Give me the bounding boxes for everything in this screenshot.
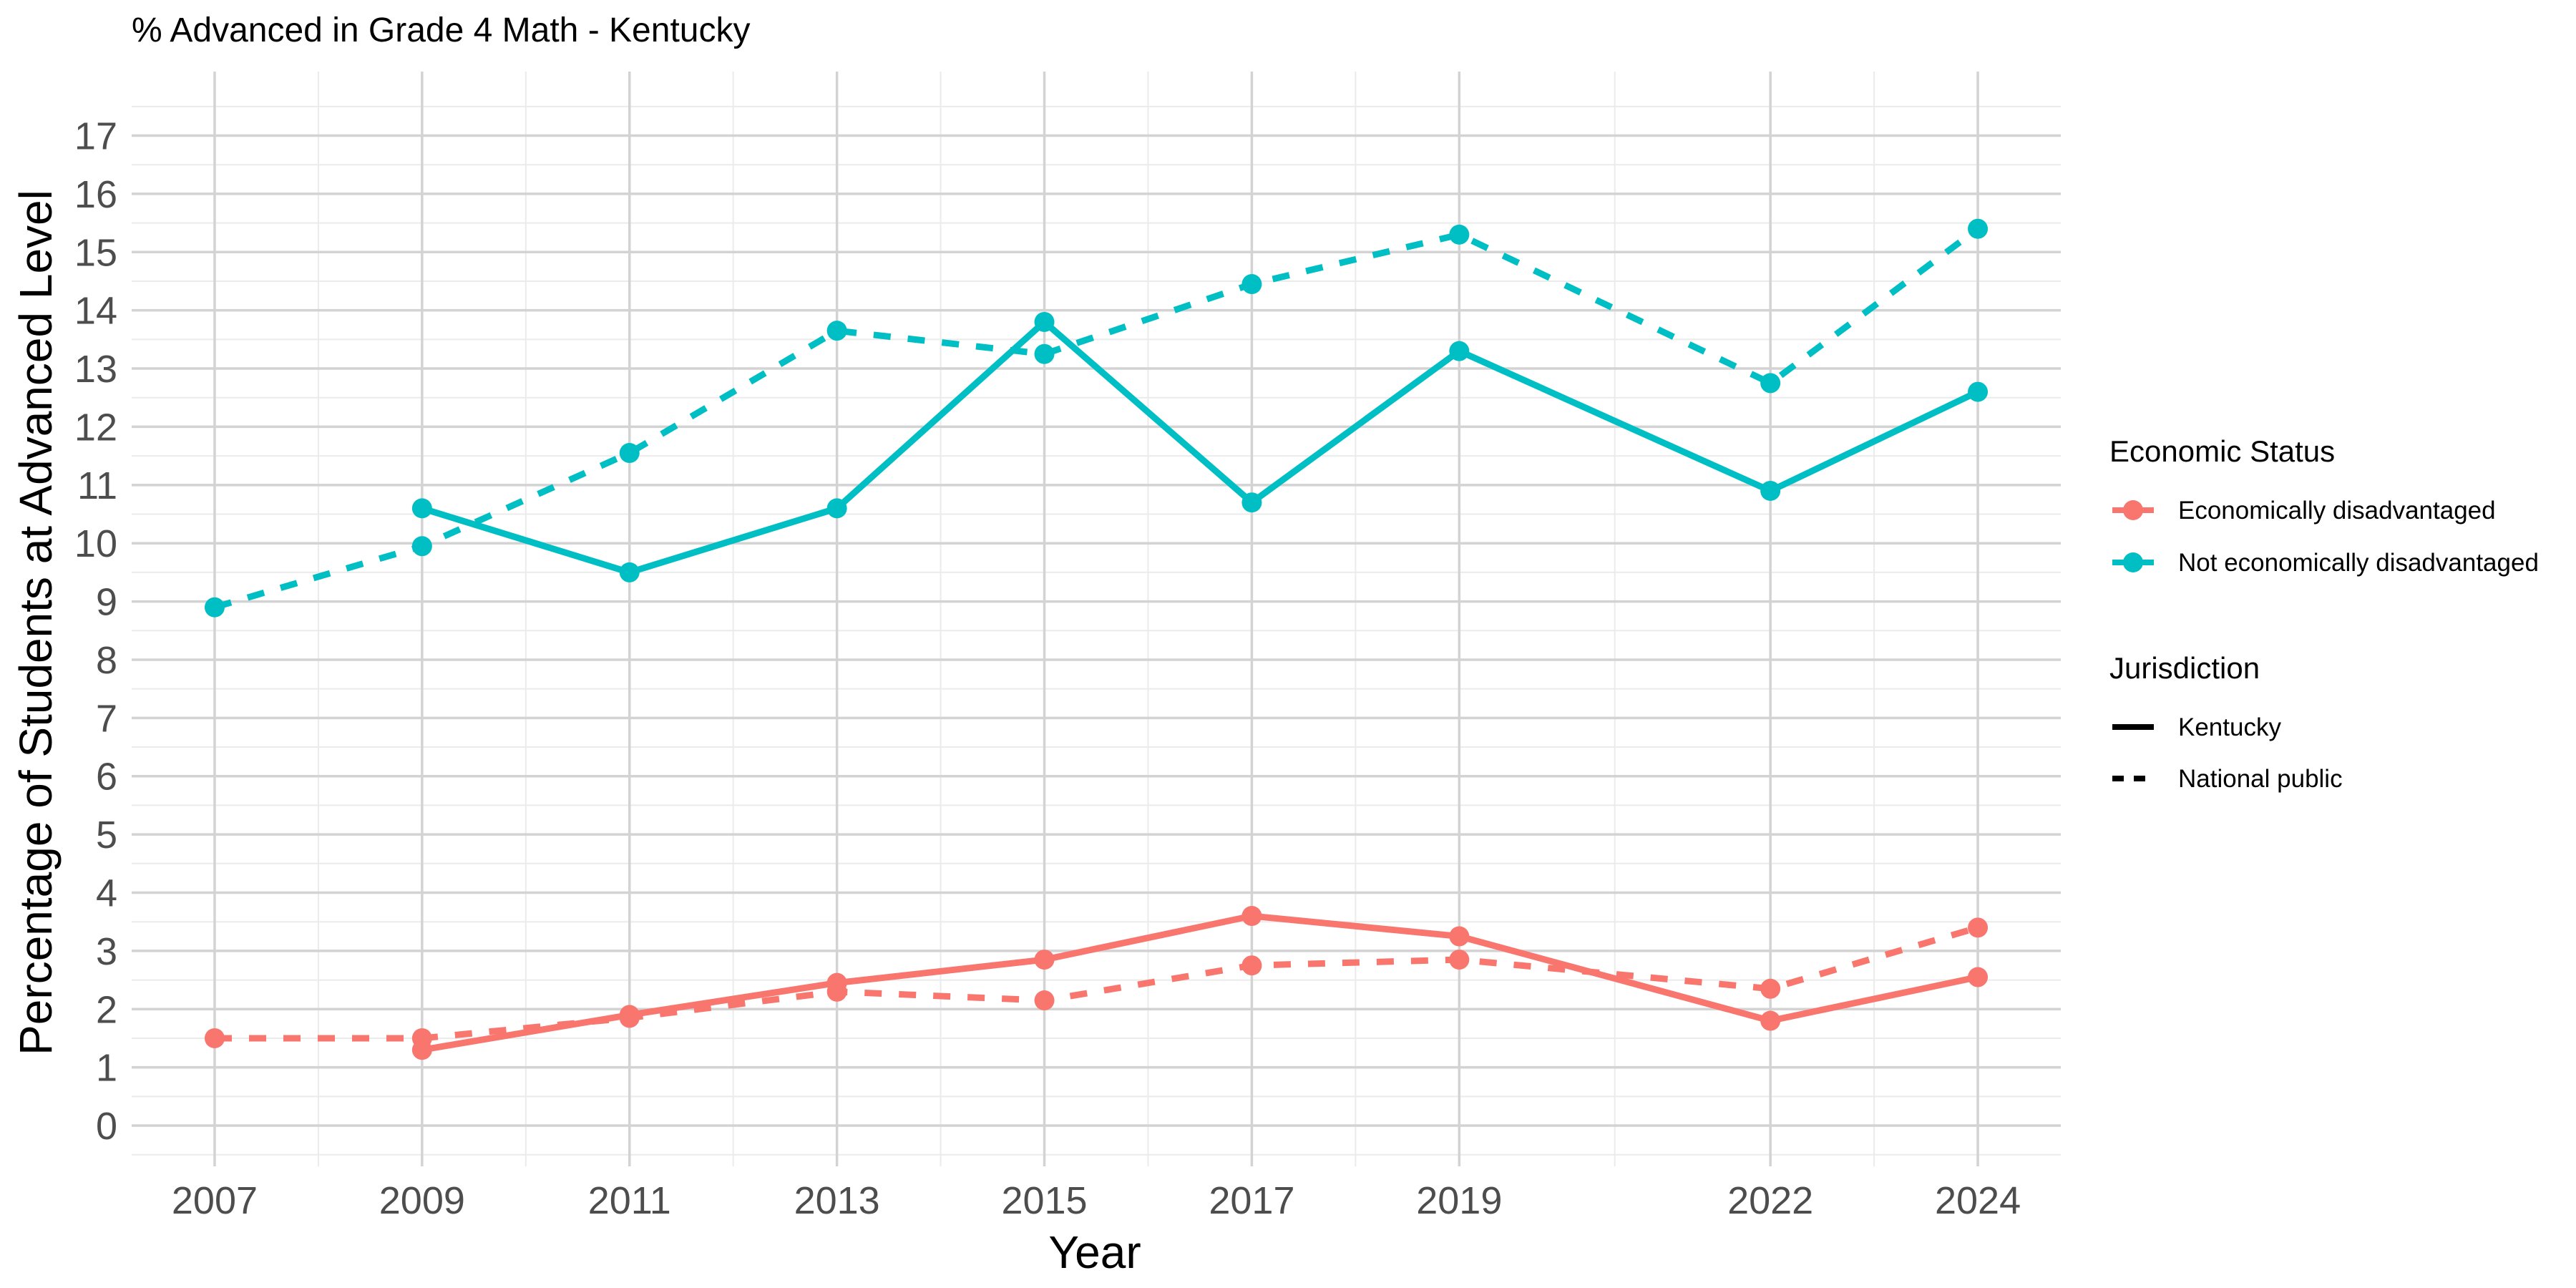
x-tick-label: 2017 — [1209, 1179, 1294, 1222]
chart-title: % Advanced in Grade 4 Math - Kentucky — [132, 11, 750, 49]
y-axis-title: Percentage of Students at Advanced Level — [10, 190, 62, 1055]
x-tick-label: 2009 — [379, 1179, 465, 1222]
y-tick-label: 16 — [74, 173, 117, 216]
data-point-not-economically-disadvantaged-national-public — [1241, 274, 1262, 295]
data-point-not-economically-disadvantaged-national-public — [411, 536, 432, 557]
data-point-not-economically-disadvantaged-kentucky — [1449, 341, 1470, 361]
legend-key-point-economically-disadvantaged — [2123, 500, 2143, 520]
y-tick-label: 17 — [74, 115, 117, 158]
data-point-economically-disadvantaged-national-public — [1449, 950, 1470, 970]
x-tick-label: 2011 — [588, 1179, 671, 1222]
major-gridlines — [132, 72, 2061, 1166]
data-point-economically-disadvantaged-kentucky — [1449, 926, 1470, 947]
y-tick-label: 4 — [96, 872, 117, 915]
y-tick-label: 1 — [96, 1047, 117, 1090]
data-point-economically-disadvantaged-kentucky — [826, 972, 847, 993]
series-line-economically-disadvantaged-national-public — [215, 924, 1979, 1042]
data-point-not-economically-disadvantaged-kentucky — [411, 498, 432, 519]
data-point-not-economically-disadvantaged-kentucky — [1034, 311, 1055, 332]
data-point-not-economically-disadvantaged-national-public — [204, 597, 225, 618]
data-point-not-economically-disadvantaged-national-public — [826, 321, 847, 341]
y-tick-label: 7 — [96, 697, 117, 740]
x-axis-tick-labels: 2007 2009 2011 2013 2015 2017 2019 2022 2024 — [172, 1179, 2021, 1222]
series-line-economically-disadvantaged-kentucky — [421, 912, 1979, 1053]
data-point-not-economically-disadvantaged-national-public — [1449, 224, 1470, 245]
data-point-not-economically-disadvantaged-kentucky — [826, 498, 847, 519]
legend-linetype-entries: Kentucky National public — [2112, 713, 2343, 793]
x-tick-label: 2019 — [1416, 1179, 1502, 1222]
series-line-not-economically-disadvantaged-kentucky — [421, 318, 1979, 576]
data-point-economically-disadvantaged-national-public — [204, 1028, 225, 1048]
data-point-not-economically-disadvantaged-kentucky — [619, 562, 640, 582]
x-tick-label: 2013 — [794, 1179, 880, 1222]
series-layer — [204, 218, 1989, 1060]
y-tick-label: 6 — [96, 756, 117, 799]
data-point-economically-disadvantaged-kentucky — [1760, 1010, 1781, 1031]
y-tick-label: 10 — [74, 522, 117, 565]
data-point-economically-disadvantaged-kentucky — [411, 1040, 432, 1060]
x-tick-label: 2024 — [1935, 1179, 2021, 1222]
data-point-not-economically-disadvantaged-national-public — [1034, 343, 1055, 364]
data-point-not-economically-disadvantaged-national-public — [1760, 373, 1781, 394]
x-axis-title: Year — [1048, 1226, 1141, 1278]
legend-linetype-title: Jurisdiction — [2109, 651, 2260, 685]
data-point-economically-disadvantaged-kentucky — [1034, 950, 1055, 970]
data-point-not-economically-disadvantaged-kentucky — [1968, 381, 1989, 402]
y-tick-label: 13 — [74, 348, 117, 391]
legend: Economic Status Economically disadvantag… — [2109, 434, 2539, 793]
data-point-economically-disadvantaged-kentucky — [1968, 967, 1989, 987]
data-point-not-economically-disadvantaged-national-public — [1968, 218, 1989, 239]
data-point-economically-disadvantaged-national-public — [1241, 955, 1262, 976]
data-point-economically-disadvantaged-national-public — [1760, 978, 1781, 999]
legend-color-entries: Economically disadvantaged Not economical… — [2112, 497, 2539, 577]
x-tick-label: 2015 — [1001, 1179, 1087, 1222]
legend-label-national-public: National public — [2178, 765, 2343, 793]
data-point-economically-disadvantaged-kentucky — [619, 1005, 640, 1025]
y-tick-label: 5 — [96, 814, 117, 857]
legend-label-not-economically-disadvantaged: Not economically disadvantaged — [2178, 549, 2539, 577]
data-point-economically-disadvantaged-kentucky — [1241, 906, 1262, 927]
minor-gridlines — [132, 72, 2061, 1166]
legend-label-kentucky: Kentucky — [2178, 713, 2281, 741]
y-tick-label: 8 — [96, 639, 117, 682]
y-tick-label: 14 — [74, 290, 117, 333]
data-point-economically-disadvantaged-national-public — [1968, 917, 1989, 938]
data-point-economically-disadvantaged-national-public — [1034, 990, 1055, 1011]
legend-label-economically-disadvantaged: Economically disadvantaged — [2178, 497, 2496, 525]
data-point-not-economically-disadvantaged-kentucky — [1760, 480, 1781, 501]
x-tick-label: 2022 — [1727, 1179, 1813, 1222]
y-tick-label: 3 — [96, 930, 117, 973]
y-tick-label: 12 — [74, 406, 117, 449]
y-tick-label: 9 — [96, 581, 117, 624]
y-tick-label: 2 — [96, 988, 117, 1031]
series-line-not-economically-disadvantaged-national-public — [213, 226, 1980, 611]
y-tick-label: 11 — [77, 464, 117, 507]
data-point-not-economically-disadvantaged-kentucky — [1241, 492, 1262, 513]
plot-panel — [132, 72, 2061, 1166]
legend-color-title: Economic Status — [2109, 434, 2335, 468]
y-tick-label: 0 — [96, 1105, 117, 1148]
x-tick-label: 2007 — [172, 1179, 258, 1222]
data-point-not-economically-disadvantaged-national-public — [619, 443, 640, 464]
y-tick-label: 15 — [74, 231, 117, 274]
legend-key-point-not-economically-disadvantaged — [2123, 552, 2143, 572]
